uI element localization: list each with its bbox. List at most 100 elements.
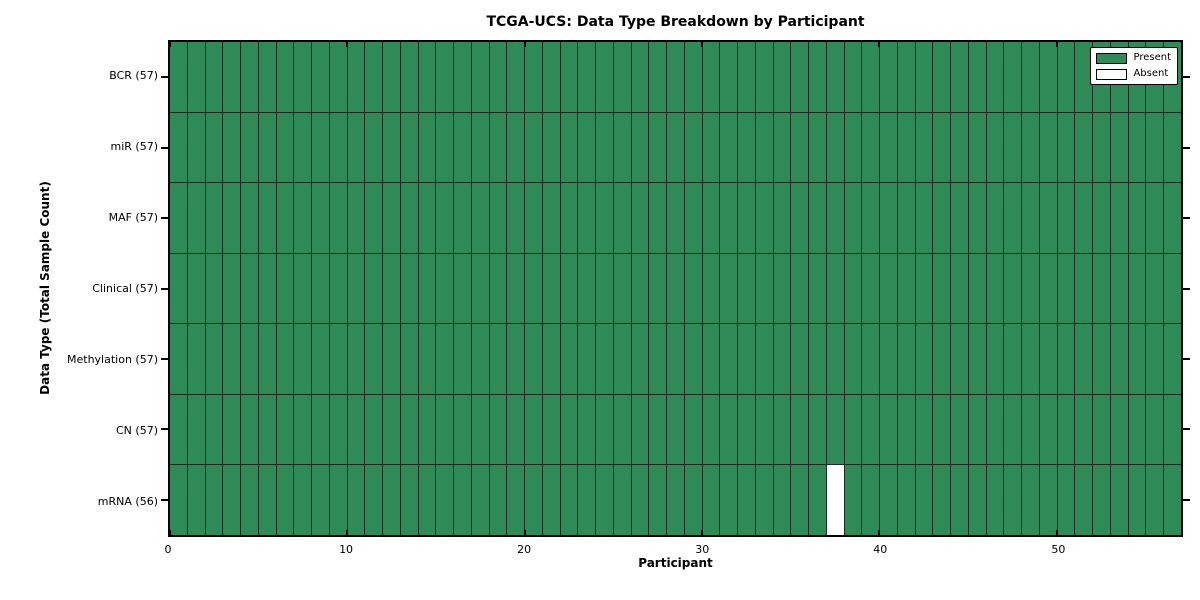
matrix-cell [383,324,400,394]
matrix-cell [1022,324,1039,394]
y-tick-mark [161,287,168,290]
matrix-cell [720,42,738,112]
matrix-cell [809,324,826,394]
matrix-cell [791,465,809,535]
matrix-cell [755,465,773,535]
matrix-cell [454,183,471,253]
x-tick-mark [1055,530,1058,535]
y-tick-label: BCR (57) [109,68,158,82]
matrix-cell [223,42,241,112]
matrix-cell [542,465,560,535]
matrix-cell [649,253,667,324]
matrix-cell [1164,394,1181,465]
matrix-cell [667,324,684,394]
matrix-cell [276,112,294,183]
matrix-cell [347,465,365,535]
matrix-cell [1146,112,1164,183]
matrix-cell [1004,253,1022,324]
matrix-cell [578,183,596,253]
matrix-cell [170,112,187,183]
y-tick-label: CN (57) [116,423,158,437]
matrix-cell [720,112,738,183]
matrix-cell [276,253,294,324]
matrix-cell [1146,183,1164,253]
y-tick-mark [1183,217,1190,220]
matrix-cell [649,112,667,183]
matrix-cell [1075,465,1093,535]
matrix-cell [844,394,862,465]
y-tick-label: mRNA (56) [97,494,158,508]
matrix-cell [738,253,755,324]
matrix-cell [560,394,578,465]
matrix-cell [844,183,862,253]
matrix-cell [1004,42,1022,112]
matrix-cell [170,465,187,535]
matrix-cell [418,324,436,394]
matrix-cell [897,394,915,465]
matrix-cell [986,183,1004,253]
matrix-cell [489,112,507,183]
matrix-cell [383,183,400,253]
matrix-cell [383,112,400,183]
matrix-cell [241,324,258,394]
matrix-cell [791,324,809,394]
matrix-cell [276,183,294,253]
matrix-cell [773,183,791,253]
matrix-cell [578,42,596,112]
matrix-cell [897,183,915,253]
matrix-cell [471,253,489,324]
matrix-cell [187,253,205,324]
matrix-cell [667,183,684,253]
matrix-cell [578,465,596,535]
matrix-cell [755,42,773,112]
matrix-cell [1004,183,1022,253]
matrix-cell [880,112,897,183]
legend-label: Present [1133,52,1171,63]
matrix-cell [667,465,684,535]
matrix-cell [773,324,791,394]
matrix-cell [738,324,755,394]
matrix-cell [720,465,738,535]
matrix-cell [915,253,933,324]
matrix-cell [702,42,720,112]
x-tick-label: 10 [339,543,354,556]
matrix-cell [365,465,383,535]
matrix-cell [454,253,471,324]
matrix-cell [880,394,897,465]
matrix-cell [951,183,968,253]
matrix-cell [1093,183,1110,253]
matrix-cell [1022,42,1039,112]
matrix-cell [1146,394,1164,465]
x-tick-mark [523,42,526,47]
matrix-cell [809,42,826,112]
matrix-cell [968,465,986,535]
matrix-cell [507,465,525,535]
x-tick-mark [1055,42,1058,47]
matrix-cell [1128,183,1146,253]
legend-swatch-present [1096,52,1128,64]
matrix-cell [489,183,507,253]
matrix-cell [649,324,667,394]
matrix-cell [773,112,791,183]
matrix-cell [880,183,897,253]
matrix-cell [223,465,241,535]
matrix-cell [507,42,525,112]
matrix-cell [312,253,329,324]
matrix-cell [897,42,915,112]
matrix-cell [383,42,400,112]
matrix-cell [294,394,312,465]
matrix-cell [951,42,968,112]
matrix-cell [951,465,968,535]
matrix-cell [631,112,649,183]
matrix-cell [525,112,542,183]
matrix-cell [880,253,897,324]
matrix-cell [684,42,702,112]
matrix-cell [294,324,312,394]
matrix-cell [1164,253,1181,324]
matrix-cell [1110,324,1128,394]
matrix-cell [1110,253,1128,324]
matrix-cell [347,112,365,183]
matrix-cell [915,394,933,465]
matrix-cell [560,253,578,324]
matrix-cell [525,42,542,112]
